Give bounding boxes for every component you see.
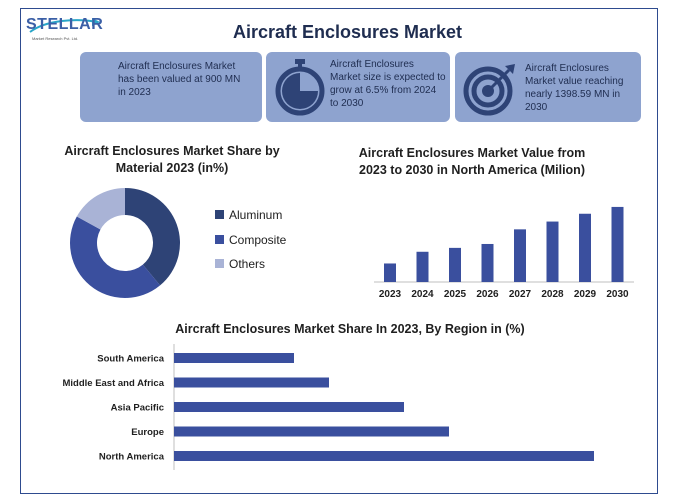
donut-slice-aluminum: [125, 188, 180, 286]
column-bar-2027: [514, 229, 526, 282]
column-bar-2024: [416, 251, 429, 282]
x-tick-label: 2024: [411, 289, 434, 300]
stat-card-forecast: Aircraft Enclosures Market value reachin…: [455, 52, 641, 122]
legend-swatch: [215, 210, 224, 220]
column-bar-2029: [579, 213, 591, 282]
legend-label: Others: [229, 257, 266, 271]
column-bar-2030: [611, 206, 624, 282]
target-icon: [463, 64, 515, 116]
region-chart-title: Aircraft Enclosures Market Share In 2023…: [175, 322, 525, 336]
logo-word: STELLAR: [26, 16, 104, 33]
x-tick-label: 2026: [476, 289, 499, 300]
x-tick-label: 2027: [509, 289, 532, 300]
stopwatch-icon: [275, 59, 325, 116]
stat-card-text: Aircraft Enclosures Market value reachin…: [525, 63, 624, 113]
x-tick-label: 2030: [606, 289, 629, 300]
legend-item-aluminum: Aluminum: [215, 208, 282, 222]
x-tick-label: 2029: [574, 289, 597, 300]
stat-card-text: Aircraft Enclosures Market size is expec…: [330, 59, 446, 109]
donut-chart-title: Aircraft Enclosures Market Share by Mate…: [64, 144, 280, 175]
logo: STELLAR Market Research Pvt. Ltd.: [26, 14, 106, 50]
legend-item-others: Others: [215, 257, 265, 271]
donut-slice-others: [76, 188, 125, 230]
region-bar-asia-pacific: [174, 402, 404, 412]
legend-swatch: [215, 259, 224, 269]
stat-card-valuation: Aircraft Enclosures Market has been valu…: [80, 52, 262, 122]
column-bar-2028: [546, 221, 559, 282]
donut-slice-composite: [70, 216, 161, 298]
x-tick-label: 2023: [379, 289, 402, 300]
stat-card-text: Aircraft Enclosures Market has been valu…: [118, 61, 241, 98]
region-bar-chart: South America Middle East and Africa Asia …: [62, 344, 594, 470]
region-bar-europe: [174, 426, 449, 437]
column-bar-2023: [384, 263, 396, 282]
legend-swatch: [215, 235, 224, 245]
column-chart: 2023 2024 2025 2026 2027 2028 2029 2030: [374, 206, 634, 300]
region-bar-north-america: [174, 451, 594, 461]
logo-swoosh-icon: [29, 18, 100, 33]
region-bar-south-america: [174, 353, 294, 363]
region-bar-middle-east-and-africa: [174, 377, 329, 388]
y-tick-label: South America: [97, 354, 164, 365]
y-tick-label: Europe: [131, 427, 164, 438]
y-tick-label: Asia Pacific: [111, 403, 164, 414]
column-bar-2026: [481, 243, 494, 282]
column-chart-title: Aircraft Enclosures Market Value from 20…: [358, 146, 586, 177]
legend-label: Aluminum: [229, 208, 283, 222]
legend-label: Composite: [229, 233, 287, 247]
y-tick-label: North America: [99, 452, 165, 463]
y-tick-label: Middle East and Africa: [62, 378, 164, 389]
legend-item-composite: Composite: [215, 233, 286, 247]
column-bar-2025: [449, 247, 461, 282]
donut-chart: [70, 188, 180, 298]
x-tick-label: 2025: [444, 289, 467, 300]
logo-subtitle: Market Research Pvt. Ltd.: [32, 36, 79, 41]
x-tick-label: 2028: [541, 289, 564, 300]
page-title: Aircraft Enclosures Market: [232, 22, 463, 42]
stat-card-growth: Aircraft Enclosures Market size is expec…: [266, 52, 450, 122]
